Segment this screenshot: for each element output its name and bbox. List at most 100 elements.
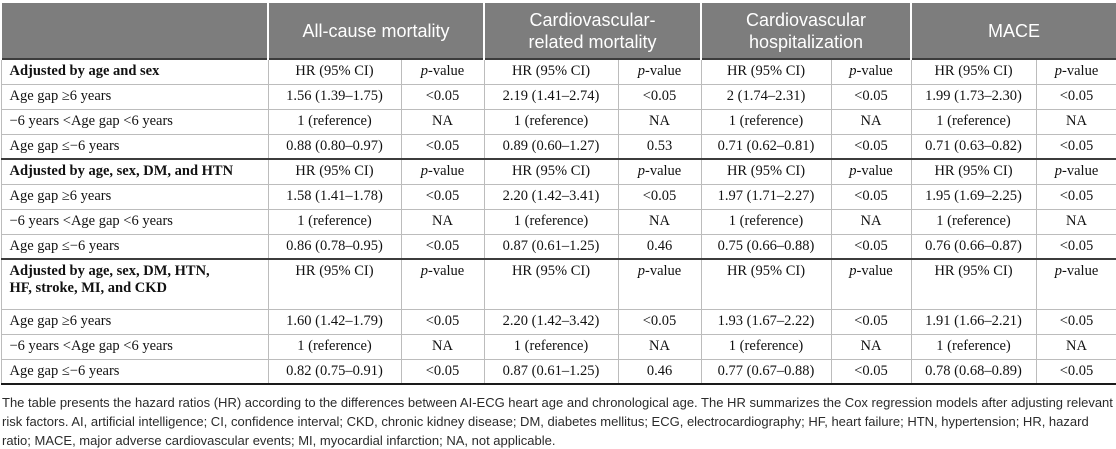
row-label: Age gap ≤−6 years [0, 133, 269, 160]
p-header-rest: -value [1062, 263, 1099, 279]
section-header-row: Adjusted by age, sex, DM, and HTN HR (95… [0, 158, 1116, 185]
p-header-cell: p-value [1035, 158, 1116, 185]
p-header-rest: -value [1062, 163, 1099, 180]
p-value-cell: <0.05 [617, 83, 702, 110]
hr-value-cell: 0.87 (0.61–1.25) [483, 358, 619, 385]
p-value-cell: <0.05 [400, 133, 485, 160]
section-header-row: Adjusted by age and sex HR (95% CI) p-va… [0, 58, 1116, 85]
p-value-cell: 0.46 [617, 233, 702, 260]
p-value-cell: <0.05 [400, 358, 485, 385]
p-value-cell: NA [830, 333, 912, 360]
hr-header-cell: HR (95% CI) [267, 58, 402, 85]
hr-value-cell: 1 (reference) [700, 333, 832, 360]
p-value-cell: 0.53 [617, 133, 702, 160]
p-value-cell: <0.05 [400, 233, 485, 260]
p-value-cell: NA [830, 208, 912, 235]
p-value-cell: <0.05 [1035, 358, 1116, 385]
hr-value-cell: 0.71 (0.62–0.81) [700, 133, 832, 160]
section-label: Adjusted by age and sex [0, 58, 269, 85]
p-header-cell: p-value [830, 158, 912, 185]
table-row: Age gap ≤−6 years 0.82 (0.75–0.91) <0.05… [0, 358, 1116, 385]
p-header-italic: p [420, 163, 429, 180]
hr-value-cell: 2.20 (1.42–3.42) [483, 308, 619, 335]
p-header-rest: -value [428, 63, 465, 80]
p-value-cell: <0.05 [617, 308, 702, 335]
row-label: Age gap ≥6 years [0, 83, 269, 110]
p-header-italic: p [1054, 163, 1063, 180]
hr-header-cell: HR (95% CI) [910, 258, 1037, 310]
p-header-italic: p [1054, 263, 1063, 279]
p-value-cell: <0.05 [400, 183, 485, 210]
p-header-italic: p [420, 263, 429, 279]
p-value-cell: <0.05 [1035, 233, 1116, 260]
p-header-cell: p-value [617, 158, 702, 185]
section-header-row: Adjusted by age, sex, DM, HTN, HF, strok… [0, 258, 1116, 310]
hr-value-cell: 1 (reference) [910, 333, 1037, 360]
p-value-cell: NA [617, 333, 702, 360]
p-value-cell: <0.05 [1035, 83, 1116, 110]
hr-value-cell: 1 (reference) [267, 108, 402, 135]
header-corner-cell [0, 1, 269, 59]
hr-value-cell: 1.99 (1.73–2.30) [910, 83, 1037, 110]
hr-value-cell: 0.88 (0.80–0.97) [267, 133, 402, 160]
table-header-row: All-cause mortality Cardiovascular- rela… [0, 1, 1116, 59]
p-value-cell: <0.05 [830, 233, 912, 260]
table-row: Age gap ≤−6 years 0.86 (0.78–0.95) <0.05… [0, 233, 1116, 260]
p-value-cell: NA [1035, 108, 1116, 135]
hr-value-cell: 1.97 (1.71–2.27) [700, 183, 832, 210]
p-value-cell: <0.05 [830, 308, 912, 335]
hr-value-cell: 1.58 (1.41–1.78) [267, 183, 402, 210]
p-header-rest: -value [428, 263, 465, 279]
row-label: Age gap ≤−6 years [0, 233, 269, 260]
p-value-cell: <0.05 [1035, 308, 1116, 335]
p-header-italic: p [637, 163, 646, 180]
hr-value-cell: 0.76 (0.66–0.87) [910, 233, 1037, 260]
p-value-cell: NA [400, 333, 485, 360]
column-group-mace: MACE [910, 1, 1116, 59]
hr-value-cell: 0.87 (0.61–1.25) [483, 233, 619, 260]
hr-value-cell: 1.56 (1.39–1.75) [267, 83, 402, 110]
hr-value-cell: 0.75 (0.66–0.88) [700, 233, 832, 260]
p-header-cell: p-value [1035, 58, 1116, 85]
p-header-italic: p [849, 163, 857, 180]
hr-value-cell: 0.71 (0.63–0.82) [910, 133, 1037, 160]
table-row: Age gap ≤−6 years 0.88 (0.80–0.97) <0.05… [0, 133, 1116, 160]
column-group-cardiovascular-related-mortality: Cardiovascular- related mortality [483, 1, 703, 59]
hr-header-cell: HR (95% CI) [267, 158, 402, 185]
p-value-cell: 0.46 [617, 358, 702, 385]
hr-value-cell: 1 (reference) [483, 333, 619, 360]
row-label: Age gap ≤−6 years [0, 358, 269, 385]
p-header-cell: p-value [1035, 258, 1116, 310]
p-header-cell: p-value [830, 258, 912, 310]
hr-value-cell: 1 (reference) [700, 108, 832, 135]
row-label: Age gap ≥6 years [0, 308, 269, 335]
row-label: −6 years <Age gap <6 years [0, 333, 269, 360]
p-header-rest: -value [856, 163, 893, 180]
p-value-cell: NA [400, 208, 485, 235]
hr-value-cell: 1 (reference) [910, 108, 1037, 135]
p-value-cell: NA [830, 108, 912, 135]
column-group-all-cause-mortality: All-cause mortality [266, 1, 486, 59]
p-header-cell: p-value [400, 158, 485, 185]
p-value-cell: <0.05 [1035, 133, 1116, 160]
p-value-cell: <0.05 [400, 308, 485, 335]
p-header-cell: p-value [400, 258, 485, 310]
hr-value-cell: 2.20 (1.42–3.41) [483, 183, 619, 210]
p-header-cell: p-value [400, 58, 485, 85]
hr-header-cell: HR (95% CI) [483, 158, 619, 185]
hr-value-cell: 0.82 (0.75–0.91) [267, 358, 402, 385]
p-header-rest: -value [856, 263, 893, 279]
hr-header-cell: HR (95% CI) [483, 58, 619, 85]
p-value-cell: NA [400, 108, 485, 135]
table-row: −6 years <Age gap <6 years 1 (reference)… [0, 108, 1116, 135]
p-header-rest: -value [645, 163, 682, 180]
p-value-cell: <0.05 [830, 133, 912, 160]
p-value-cell: <0.05 [830, 358, 912, 385]
hr-value-cell: 1.60 (1.42–1.79) [267, 308, 402, 335]
p-header-italic: p [420, 63, 429, 80]
p-header-italic: p [637, 63, 646, 80]
p-header-rest: -value [645, 263, 682, 279]
hr-header-cell: HR (95% CI) [700, 158, 832, 185]
section-label: Adjusted by age, sex, DM, HTN, HF, strok… [0, 258, 269, 310]
